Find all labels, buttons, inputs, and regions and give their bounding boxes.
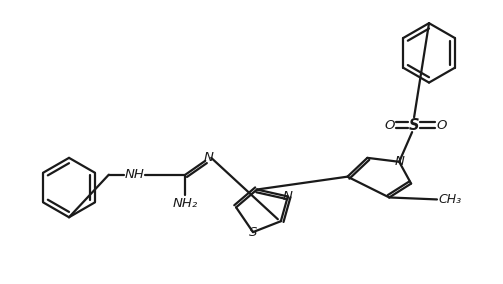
Text: N: N <box>203 151 213 164</box>
Text: N: N <box>394 155 404 168</box>
Text: S: S <box>249 225 257 239</box>
Text: O: O <box>437 119 447 132</box>
Text: NH₂: NH₂ <box>173 197 198 210</box>
Text: NH: NH <box>125 168 144 181</box>
Text: O: O <box>384 119 394 132</box>
Text: CH₃: CH₃ <box>439 193 462 206</box>
Text: S: S <box>409 118 420 133</box>
Text: N: N <box>283 190 293 203</box>
